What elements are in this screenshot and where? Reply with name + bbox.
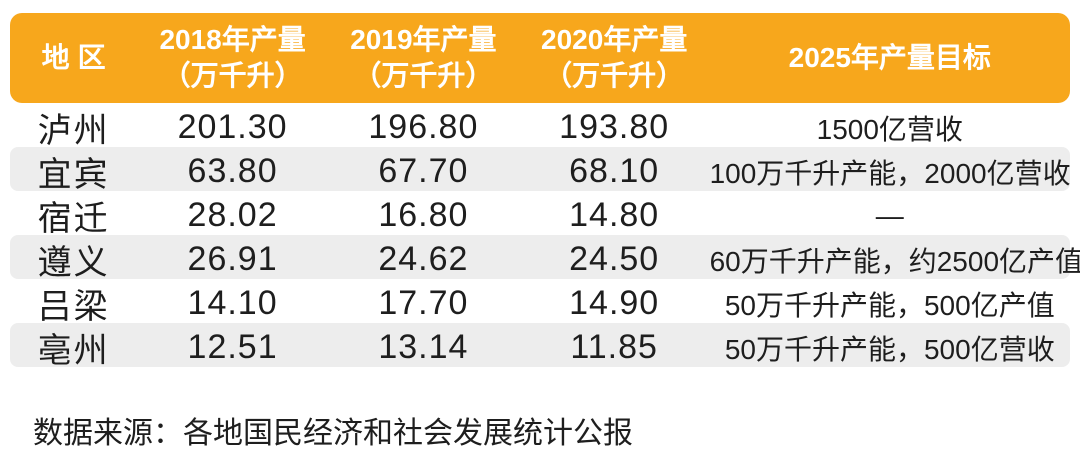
value-2019-cell: 13.14 xyxy=(378,328,469,366)
table-body: 泸州 201.30 196.80 193.80 1500亿营收 宜宾 63.80… xyxy=(10,103,1080,370)
header-cell-region: 地区 xyxy=(10,40,137,76)
region-cell: 遵义 xyxy=(37,244,110,282)
region-cell: 亳州 xyxy=(37,332,110,370)
value-2018-cell: 201.30 xyxy=(177,108,288,146)
target-cell: 50万千升产能，500亿产值 xyxy=(724,289,1055,321)
value-2018-cell: 28.02 xyxy=(187,196,278,234)
target-cell: 100万千升产能，2000亿营收 xyxy=(709,157,1071,189)
header-sublabel-2019: （万千升） xyxy=(353,60,494,91)
value-2018-cell: 14.10 xyxy=(187,284,278,322)
header-cell-2019: 2019年产量 （万千升） xyxy=(328,22,519,94)
value-2020-cell: 24.50 xyxy=(569,240,660,278)
region-cell: 泸州 xyxy=(37,112,110,150)
value-2018-cell: 12.51 xyxy=(187,328,278,366)
header-sublabel-2020: （万千升） xyxy=(544,60,685,91)
table-row-yibin: 宜宾 63.80 67.70 68.10 100万千升产能，2000亿营收 xyxy=(10,147,1071,194)
region-cell: 宿迁 xyxy=(37,200,110,238)
value-2018-cell: 63.80 xyxy=(187,152,278,190)
table-row-zunyi: 遵义 26.91 24.62 24.50 60万千升产能，约2500亿产值 xyxy=(10,235,1080,282)
target-cell: 60万千升产能，约2500亿产值 xyxy=(709,245,1080,277)
table-header: 地区 2018年产量 （万千升） 2019年产量 （万千升） 2020年产量 （… xyxy=(10,13,1070,103)
header-cell-2018: 2018年产量 （万千升） xyxy=(137,22,328,94)
value-2019-cell: 67.70 xyxy=(378,152,469,190)
target-cell: 1500亿营收 xyxy=(816,113,963,145)
header-label-2019: 2019年产量 xyxy=(350,24,497,56)
header-label-region: 地区 xyxy=(41,42,114,74)
table-row-suqian: 宿迁 28.02 16.80 14.80 — xyxy=(10,191,1070,238)
target-cell: — xyxy=(875,199,904,231)
header-cell-2020: 2020年产量 （万千升） xyxy=(519,22,710,94)
production-table: 地区 2018年产量 （万千升） 2019年产量 （万千升） 2020年产量 （… xyxy=(10,13,1080,370)
table-row-bozhou: 亳州 12.51 13.14 11.85 50万千升产能，500亿营收 xyxy=(10,323,1070,370)
value-2018-cell: 26.91 xyxy=(187,240,278,278)
region-cell: 吕梁 xyxy=(37,288,110,326)
header-sublabel-2018: （万千升） xyxy=(162,60,303,91)
value-2019-cell: 196.80 xyxy=(368,108,479,146)
value-2020-cell: 11.85 xyxy=(570,328,658,366)
header-label-target: 2025年产量目标 xyxy=(788,42,991,74)
header-cell-target: 2025年产量目标 xyxy=(710,40,1070,76)
value-2020-cell: 193.80 xyxy=(559,108,670,146)
target-cell: 50万千升产能，500亿营收 xyxy=(724,333,1055,365)
value-2019-cell: 17.70 xyxy=(378,284,469,322)
region-cell: 宜宾 xyxy=(37,156,110,194)
table-row-luzhou: 泸州 201.30 196.80 193.80 1500亿营收 xyxy=(10,103,1070,150)
value-2019-cell: 16.80 xyxy=(378,196,469,234)
value-2020-cell: 14.90 xyxy=(569,284,660,322)
header-label-2018: 2018年产量 xyxy=(159,24,306,56)
header-label-2020: 2020年产量 xyxy=(541,24,688,56)
value-2020-cell: 14.80 xyxy=(569,196,660,234)
data-source-note: 数据来源：各地国民经济和社会发展统计公报 xyxy=(33,417,633,450)
value-2020-cell: 68.10 xyxy=(569,152,660,190)
value-2019-cell: 24.62 xyxy=(378,240,469,278)
table-row-lvliang: 吕梁 14.10 17.70 14.90 50万千升产能，500亿产值 xyxy=(10,279,1070,326)
